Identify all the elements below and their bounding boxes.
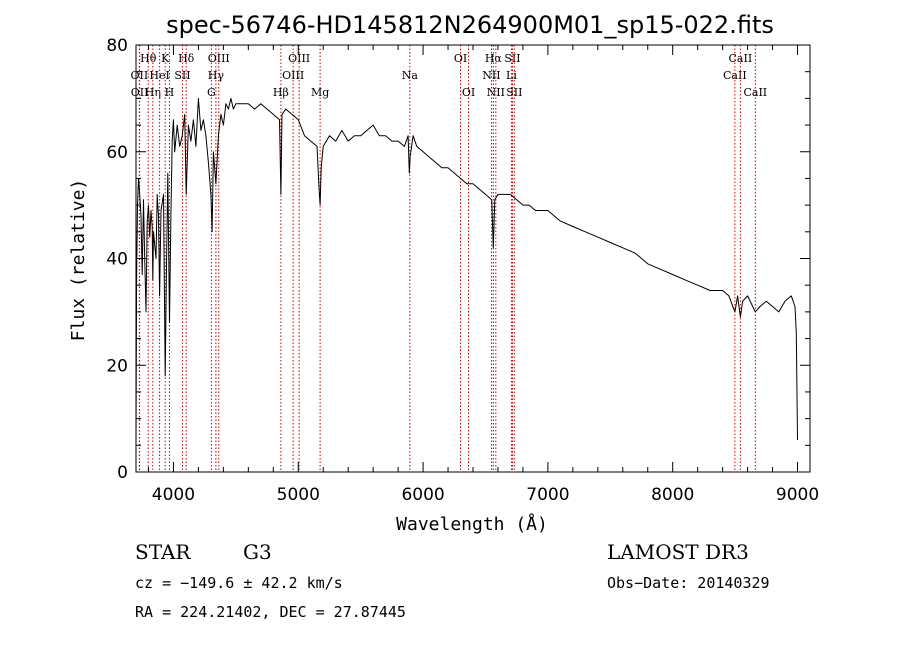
spectral-line-label: Li [506, 69, 517, 82]
spectral-line-label: Hγ [208, 69, 225, 82]
spectral-line-label: OIII [282, 69, 304, 82]
x-tick-label: 6000 [401, 485, 444, 505]
spectral-line-label: Na [402, 69, 419, 82]
spectrum-series-line [135, 97, 798, 446]
y-tick-label: 40 [106, 250, 128, 270]
spectral-line-label: SII [174, 69, 190, 82]
y-axis-label: Flux (relative) [68, 179, 89, 342]
plot-frame [135, 44, 811, 473]
spectral-line-label: NII [482, 69, 500, 82]
spectral-line-label: HeI [149, 69, 169, 82]
axis-ticks: 4000 5000 6000 7000 8000 9000 0 20 40 60 80 [106, 36, 819, 505]
redshift-cz: cz = −149.6 ± 42.2 km/s [135, 574, 343, 592]
spectral-line-label: SII [506, 86, 522, 99]
spectral-line-label: CaII [723, 69, 747, 82]
x-axis-label: Wavelength (Å) [396, 513, 548, 535]
object-subclass: G3 [243, 540, 272, 564]
spectrum-plot [135, 97, 798, 446]
spectral-line-label: Hη [145, 86, 161, 99]
y-tick-label: 60 [106, 143, 128, 163]
x-tick-label: 7000 [526, 485, 569, 505]
spectral-line-label: OII [131, 86, 149, 99]
spectral-line-label: OIII [208, 52, 230, 65]
spectral-line-label: Mg [311, 86, 329, 99]
object-class: STAR [135, 540, 191, 564]
spectral-line-label: K [161, 52, 170, 65]
spectral-line-label: G [207, 86, 216, 99]
y-tick-label: 80 [106, 36, 128, 56]
observation-date: Obs−Date: 20140329 [607, 574, 770, 592]
spectral-line-label: Hθ [140, 52, 157, 65]
spectral-line-label: OI [454, 52, 467, 65]
x-tick-label: 4000 [152, 485, 195, 505]
survey-name: LAMOST DR3 [607, 540, 749, 564]
spectral-line-label: NII [487, 86, 505, 99]
spectral-line-label: CaII [729, 52, 753, 65]
spectral-line-label: SII [504, 52, 520, 65]
spectral-line-label: OIII [288, 52, 310, 65]
spectral-line-label: Hα [485, 52, 503, 65]
x-tick-label: 9000 [776, 485, 819, 505]
spectral-line-label: Hβ [273, 86, 289, 99]
spectral-line-markers: OII OII Hθ Hη HeI K H SII Hδ G Hγ OIII Hβ OIII OIII Mg N… [131, 45, 767, 472]
spectral-line-label: OII [131, 69, 149, 82]
spectral-line-label: H [165, 86, 175, 99]
coordinates: RA = 224.21402, DEC = 27.87445 [135, 603, 406, 621]
spectral-line-label: Hδ [178, 52, 195, 65]
spectral-line-label: CaII [743, 86, 767, 99]
spectral-line-label: OI [462, 86, 475, 99]
x-tick-label: 8000 [651, 485, 694, 505]
x-tick-label: 5000 [277, 485, 320, 505]
y-tick-label: 20 [106, 356, 128, 376]
y-tick-label: 0 [117, 463, 128, 483]
chart-title: spec-56746-HD145812N264900M01_sp15-022.f… [166, 11, 774, 39]
